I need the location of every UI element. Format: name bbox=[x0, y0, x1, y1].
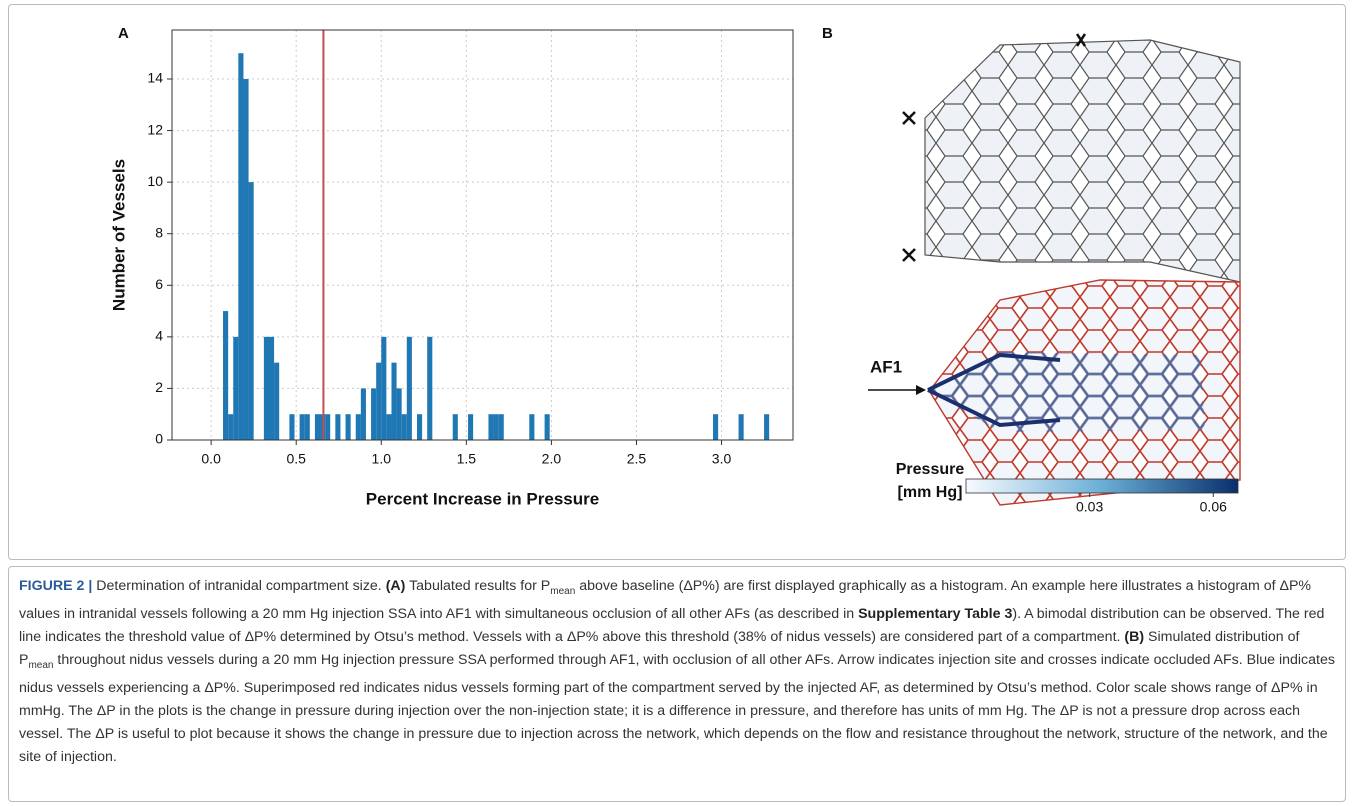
bar bbox=[335, 414, 340, 440]
bar bbox=[305, 414, 310, 440]
caption-run: (A) bbox=[386, 578, 406, 594]
bar bbox=[391, 363, 396, 440]
injection-label: AF1 bbox=[870, 357, 902, 376]
colorbar-tick-label: 0.06 bbox=[1200, 499, 1227, 515]
x-tick-label: 2.5 bbox=[627, 451, 647, 467]
bar bbox=[407, 337, 412, 440]
bar bbox=[264, 337, 269, 440]
bar bbox=[397, 388, 402, 440]
x-tick-label: 0.0 bbox=[201, 451, 221, 467]
bar bbox=[739, 414, 744, 440]
x-tick-label: 2.0 bbox=[542, 451, 562, 467]
colorbar-tick-label: 0.03 bbox=[1076, 499, 1103, 515]
bar bbox=[223, 311, 228, 440]
colorbar-label: Pressure bbox=[896, 461, 965, 478]
y-tick-label: 0 bbox=[155, 431, 163, 447]
caption-run: (B) bbox=[1124, 629, 1144, 645]
y-tick-label: 4 bbox=[155, 328, 163, 344]
caption-run: throughout nidus vessels during a 20 mm … bbox=[19, 652, 1335, 765]
bar bbox=[361, 388, 366, 440]
bar bbox=[233, 337, 238, 440]
y-axis-label: Number of Vessels bbox=[109, 159, 128, 311]
bar bbox=[427, 337, 432, 440]
bar bbox=[764, 414, 769, 440]
caption-run: Tabulated results for P bbox=[405, 578, 550, 594]
bar bbox=[402, 414, 407, 440]
bar bbox=[545, 414, 550, 440]
bar bbox=[381, 337, 386, 440]
bar bbox=[356, 414, 361, 440]
network bbox=[868, 34, 1240, 505]
bar bbox=[289, 414, 294, 440]
bar bbox=[243, 79, 248, 440]
y-tick-label: 12 bbox=[147, 121, 163, 137]
panel-label: A bbox=[118, 25, 129, 42]
y-tick-label: 6 bbox=[155, 276, 163, 292]
bar bbox=[238, 53, 243, 440]
caption-run: Determination of intranidal compartment … bbox=[92, 578, 385, 594]
panel-label: B bbox=[822, 25, 833, 42]
page: {"chart_data": {"type": "histogram", "pa… bbox=[0, 0, 1355, 806]
y-tick-label: 10 bbox=[147, 173, 163, 189]
colorbar bbox=[966, 479, 1238, 493]
bar bbox=[529, 414, 534, 440]
bar bbox=[499, 414, 504, 440]
y-tick-label: 14 bbox=[147, 70, 163, 86]
bar bbox=[468, 414, 473, 440]
caption: FIGURE 2 | Determination of intranidal c… bbox=[8, 566, 1346, 802]
x-axis-label: Percent Increase in Pressure bbox=[366, 489, 599, 508]
bar bbox=[269, 337, 274, 440]
bar bbox=[315, 414, 320, 440]
caption-run: Supplementary Table 3 bbox=[858, 606, 1012, 622]
bar bbox=[274, 363, 279, 440]
caption-run: mean bbox=[550, 586, 575, 597]
bar bbox=[494, 414, 499, 440]
caption-run: FIGURE 2 | bbox=[19, 578, 92, 594]
caption-run: mean bbox=[28, 660, 53, 671]
bar bbox=[228, 414, 233, 440]
bar bbox=[346, 414, 351, 440]
x-tick-label: 3.0 bbox=[712, 451, 732, 467]
bar bbox=[488, 414, 493, 440]
x-tick-label: 0.5 bbox=[286, 451, 306, 467]
y-tick-label: 8 bbox=[155, 224, 163, 240]
x-tick-label: 1.5 bbox=[457, 451, 477, 467]
bar bbox=[417, 414, 422, 440]
x-tick-label: 1.0 bbox=[372, 451, 392, 467]
y-tick-label: 2 bbox=[155, 379, 163, 395]
bar bbox=[300, 414, 305, 440]
bar bbox=[376, 363, 381, 440]
bar bbox=[453, 414, 458, 440]
figure: A B AF1 Pressure [mm Hg] 0 2 4 6 8 10 12 14 0.0 0… bbox=[0, 0, 1355, 562]
bar bbox=[386, 414, 391, 440]
bar bbox=[371, 388, 376, 440]
colorbar-label: [mm Hg] bbox=[898, 484, 963, 501]
bar bbox=[713, 414, 718, 440]
bar bbox=[249, 182, 254, 440]
bar bbox=[325, 414, 330, 440]
